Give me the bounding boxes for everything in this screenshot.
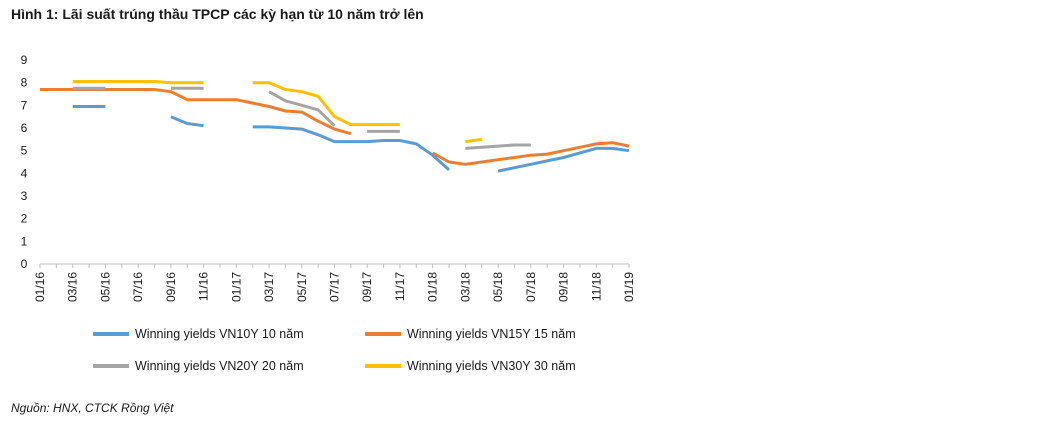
x-tick-label: 05/18 [491, 272, 505, 302]
x-axis: 01/16 03/16 05/16 07/16 09/16 11/16 01/17 03/17… [33, 263, 636, 302]
series-line-2 [431, 141, 630, 166]
source-note: Nguồn: HNX, CTCK Rồng Việt [11, 401, 174, 415]
x-tick-label: 01/19 [622, 272, 636, 302]
legend-label: Winning yields VN15Y 15 năm [407, 327, 576, 341]
series-line-2 [40, 88, 352, 136]
x-tick-label: 07/17 [328, 272, 342, 302]
series-line-1 [497, 146, 630, 173]
x-tick-label: 01/16 [33, 272, 47, 302]
x-tick-label: 05/17 [295, 272, 309, 302]
x-tick-label: 05/16 [98, 272, 112, 302]
y-tick-label: 9 [21, 53, 28, 67]
series-line-1 [252, 125, 451, 172]
x-tick-label: 03/16 [66, 272, 80, 302]
x-tick-label: 09/16 [164, 272, 178, 302]
series-line-4 [465, 137, 483, 144]
y-axis: 0 1 2 3 4 5 6 7 8 9 [21, 53, 28, 271]
x-tick-label: 01/18 [426, 272, 440, 302]
y-tick-label: 2 [21, 212, 28, 226]
x-tick-label: 07/16 [131, 272, 145, 302]
series-line-3 [465, 143, 531, 150]
y-tick-label: 1 [21, 234, 28, 248]
x-tick-label: 09/17 [360, 272, 374, 302]
legend-label: Winning yields VN30Y 30 năm [407, 359, 576, 373]
y-tick-label: 7 [21, 98, 28, 112]
y-tick-label: 4 [21, 166, 28, 180]
y-tick-label: 0 [21, 257, 28, 271]
y-tick-label: 6 [21, 121, 28, 135]
series-line-1 [170, 115, 204, 128]
legend-label: Winning yields VN10Y 10 năm [135, 327, 304, 341]
series-layer [40, 80, 630, 173]
y-tick-label: 5 [21, 144, 28, 158]
x-tick-label: 11/17 [393, 272, 407, 301]
y-tick-label: 8 [21, 76, 28, 90]
chart-title: Hình 1: Lãi suất trúng thầu TPCP các kỳ … [11, 6, 424, 22]
series-line-4 [72, 80, 204, 85]
series-line-3 [268, 90, 336, 127]
x-tick-label: 07/18 [524, 272, 538, 302]
x-tick-label: 03/18 [458, 272, 472, 302]
legend: Winning yields VN10Y 10 năm Winning yield… [93, 327, 576, 373]
legend-label: Winning yields VN20Y 20 năm [135, 359, 304, 373]
x-tick-label: 11/16 [197, 272, 211, 301]
x-tick-label: 11/18 [589, 272, 603, 301]
x-tick-label: 09/18 [557, 272, 571, 302]
y-tick-label: 3 [21, 189, 28, 203]
x-tick-label: 01/17 [229, 272, 243, 302]
x-tick-label: 03/17 [262, 272, 276, 302]
series-line-4 [252, 81, 400, 127]
